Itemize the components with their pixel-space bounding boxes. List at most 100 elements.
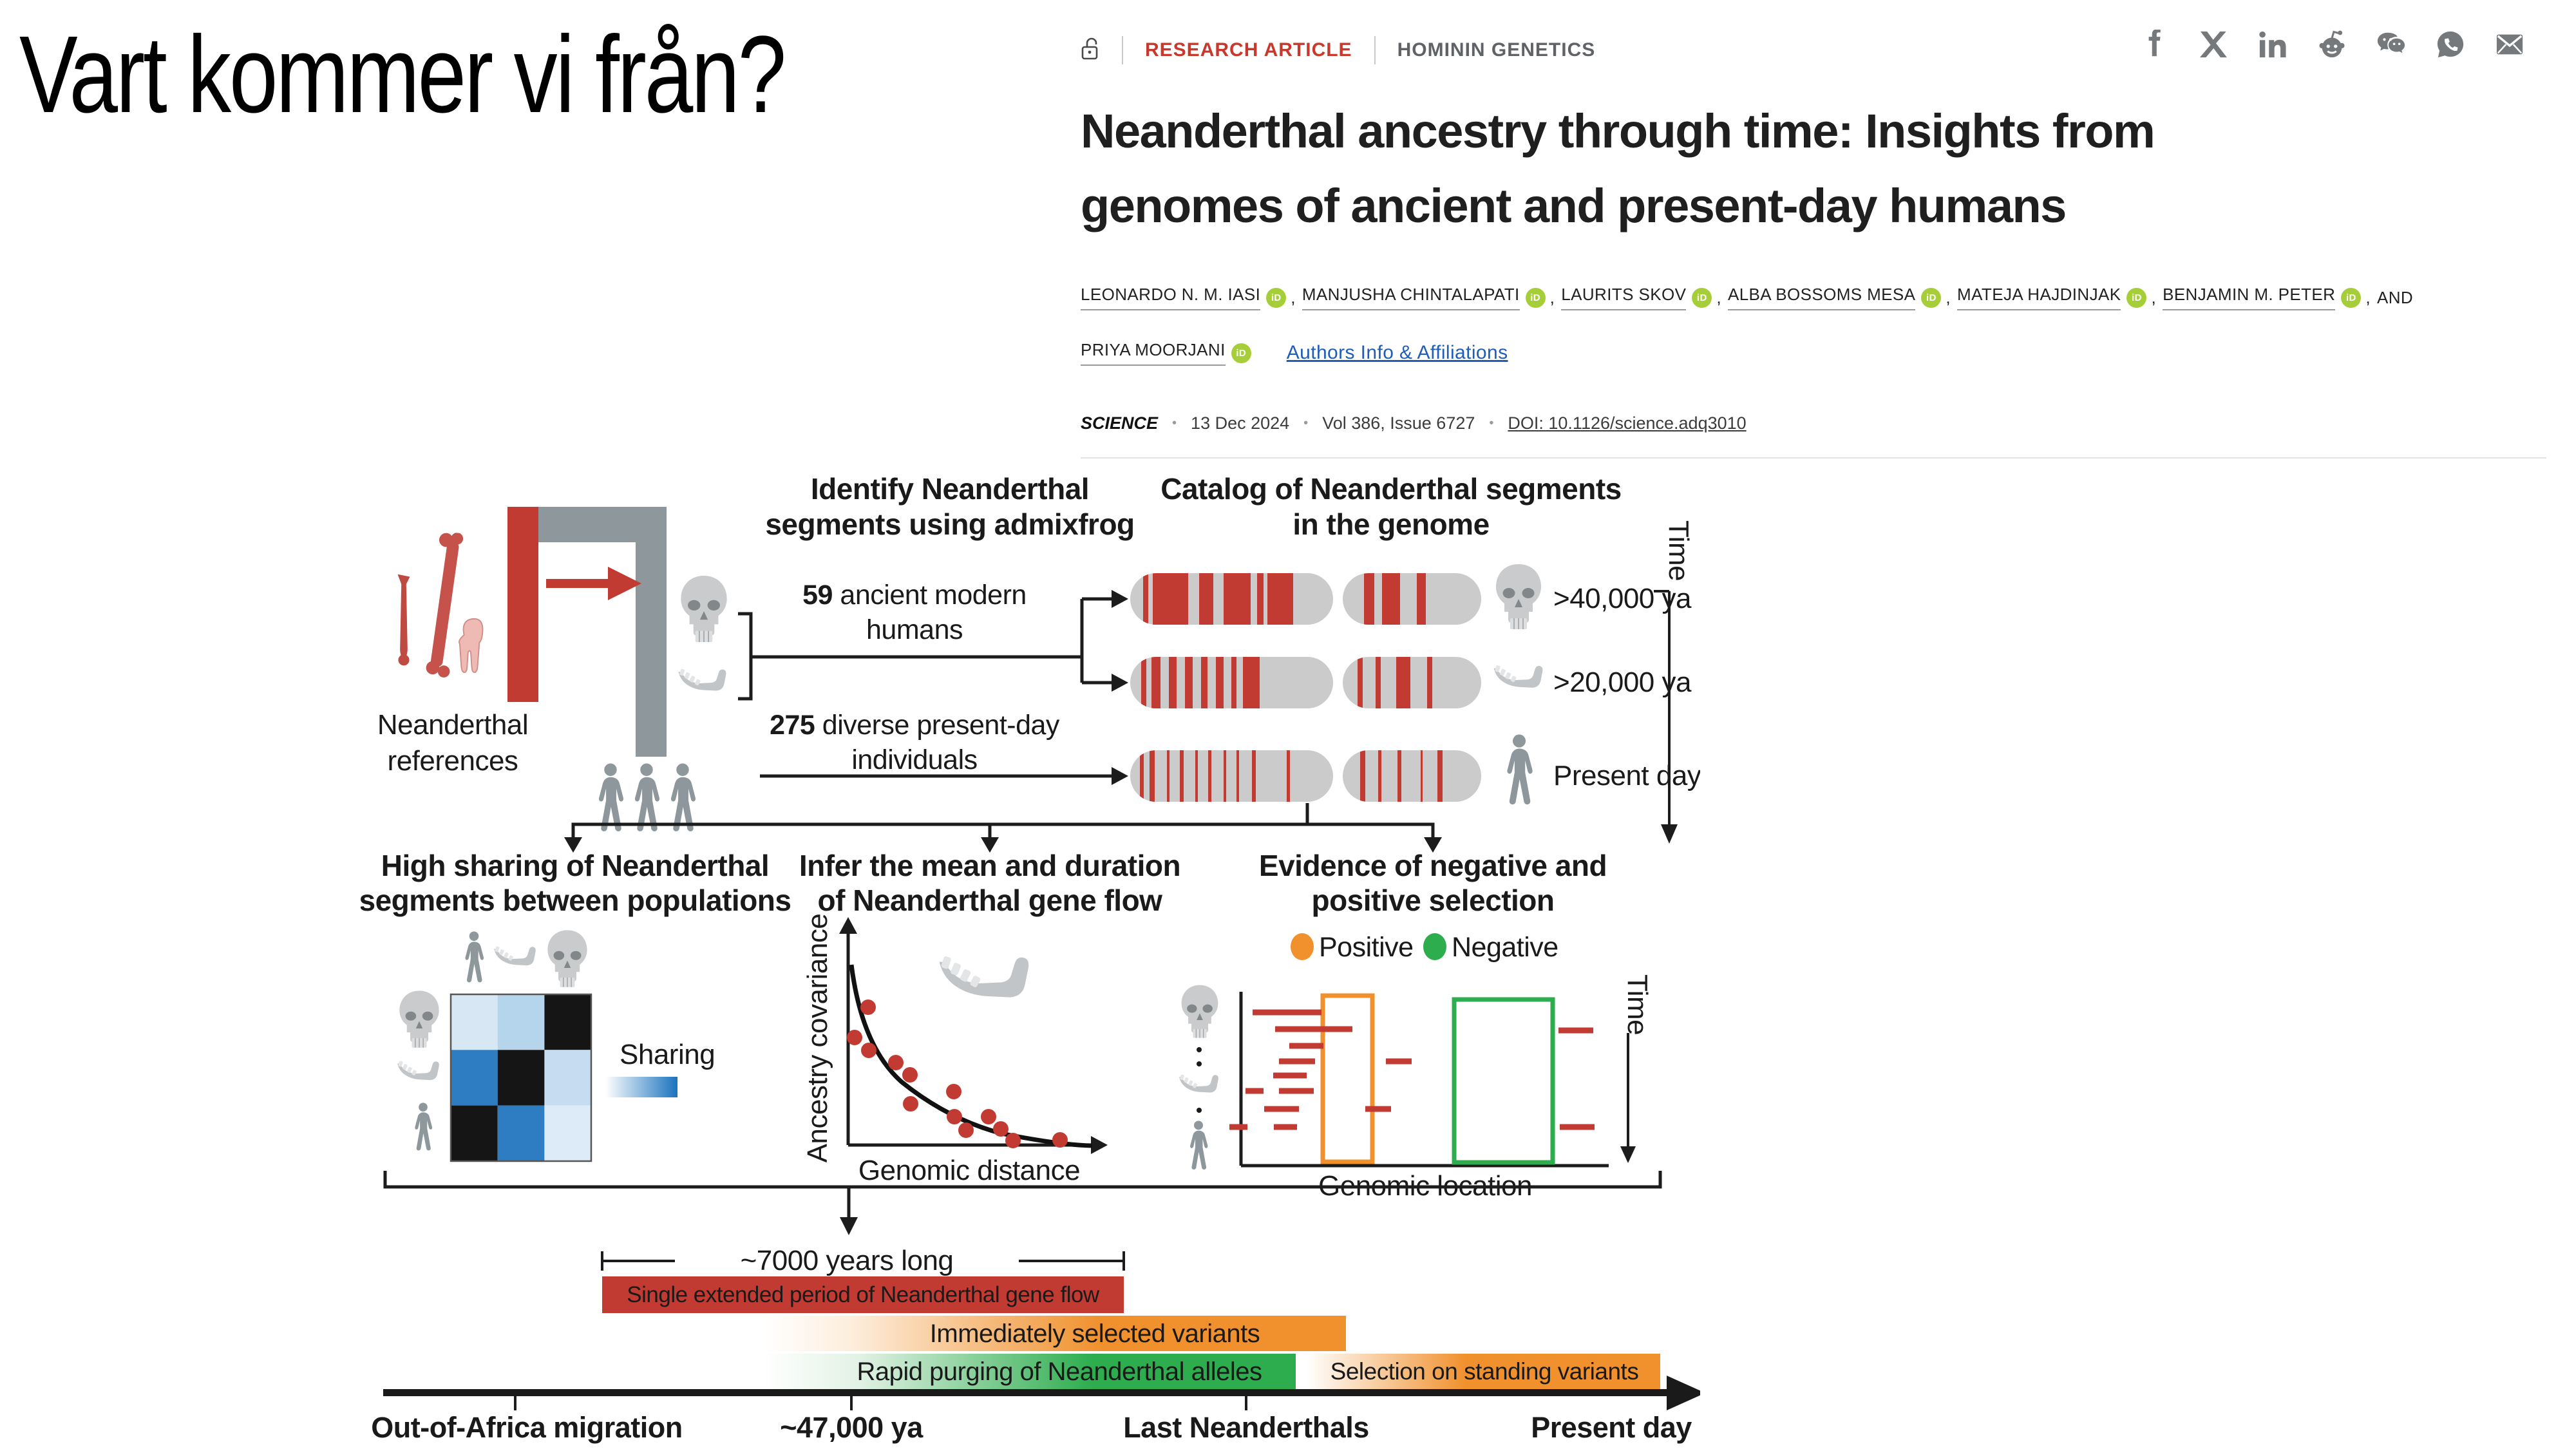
svg-text:segments using admixfrog: segments using admixfrog [765, 507, 1134, 541]
scatter-dot [993, 1121, 1009, 1137]
linkedin-icon[interactable] [2258, 30, 2287, 59]
email-icon[interactable] [2495, 30, 2524, 59]
tick-label: Out-of-Africa migration [371, 1411, 682, 1444]
svg-text:Rapid purging of Neanderthal a: Rapid purging of Neanderthal alleles [857, 1358, 1262, 1386]
divider [1374, 36, 1376, 64]
orcid-icon[interactable]: iD [1525, 287, 1546, 308]
sharing-colorbar [605, 1077, 677, 1097]
author-link[interactable]: LAURITS SKOV [1561, 285, 1687, 310]
reddit-icon[interactable] [2317, 30, 2347, 59]
author-link[interactable]: BENJAMIN M. PETER [2163, 285, 2336, 310]
author-link[interactable]: LEONARDO N. M. IASI [1081, 285, 1261, 310]
duration-label: ~7000 years long [741, 1245, 954, 1276]
scatter-dot [902, 1067, 918, 1083]
negative-selection-box [1452, 997, 1555, 1165]
panel-title: Identify Neanderthal [811, 472, 1089, 506]
article-header: RESEARCH ARTICLE HOMININ GENETICS [1081, 33, 1595, 67]
svg-text:humans: humans [866, 614, 963, 645]
human-icon [598, 763, 624, 831]
heatmap-cell [497, 994, 545, 1050]
article-title-line1: Neanderthal ancestry through time: Insig… [1081, 104, 2155, 158]
scatter-dot [847, 1030, 862, 1045]
journal-name: SCIENCE [1081, 413, 1159, 433]
svg-text:positive selection: positive selection [1311, 884, 1554, 917]
heatmap-cell [451, 1050, 498, 1106]
gene-flow-period-bar [602, 1276, 1124, 1313]
doi-link[interactable]: DOI: 10.1126/science.adq3010 [1508, 413, 1747, 433]
scatter-dot [903, 1096, 918, 1112]
neanderthal-segment-dashes [1229, 1009, 1595, 1130]
femur-bone-icon [424, 531, 465, 678]
positive-legend-label: Positive [1319, 932, 1414, 963]
rapid-purging-bar [763, 1354, 1296, 1389]
subject-hominin-genetics[interactable]: HOMININ GENETICS [1397, 39, 1596, 61]
human-icon [670, 763, 696, 831]
sharing-heatmap [451, 994, 592, 1161]
heatmap-cell [451, 1105, 498, 1161]
heatmap-cell [497, 1050, 545, 1106]
heatmap-cell [544, 994, 592, 1050]
heatmap-cell [544, 1050, 592, 1106]
scatter-dot [958, 1122, 974, 1138]
orcid-icon[interactable]: iD [1266, 287, 1287, 308]
y-axis-label: Ancestry covariance [802, 914, 833, 1163]
skull-icon [547, 929, 588, 988]
horizontal-rule [1081, 457, 2546, 459]
heatmap-cell [451, 994, 498, 1050]
author-link[interactable]: MANJUSHA CHINTALAPATI [1302, 285, 1520, 310]
svg-text:Selection on standing variants: Selection on standing variants [1331, 1358, 1639, 1385]
gene-flow-panel: Infer the mean and duration of Neanderth… [799, 849, 1181, 1186]
jawbone-icon [397, 1061, 439, 1081]
svg-text:Immediately selected variants: Immediately selected variants [930, 1320, 1260, 1348]
chromosome-row [1130, 750, 1481, 802]
open-access-lock-icon [1081, 36, 1100, 65]
article-title-line2: genomes of ancient and present-day human… [1081, 179, 2067, 232]
bracket [738, 612, 753, 701]
facebook-icon[interactable] [2139, 30, 2169, 59]
immediately-selected-bar [763, 1316, 1346, 1351]
journal-meta: SCIENCE • 13 Dec 2024 • Vol 386, Issue 6… [1081, 413, 1747, 433]
ancient-count-label: 59 ancient modern [802, 580, 1027, 611]
scatter-dot [860, 999, 876, 1015]
wechat-icon[interactable] [2376, 30, 2406, 59]
publish-date: 13 Dec 2024 [1191, 413, 1290, 433]
svg-text:individuals: individuals [851, 744, 977, 775]
chromosome-row [1130, 573, 1481, 625]
red-arrowhead [608, 567, 641, 600]
whatsapp-icon[interactable] [2436, 30, 2465, 59]
chromosome-row [1130, 657, 1481, 708]
scatter-dot [1052, 1132, 1068, 1148]
author-link[interactable]: ALBA BOSSOMS MESA [1727, 285, 1916, 310]
tick-label: ~47,000 ya [780, 1411, 923, 1444]
decay-curve [849, 964, 1093, 1148]
authors-info-affiliations-link[interactable]: Authors Info & Affiliations [1286, 342, 1508, 363]
heatmap-cell [544, 1105, 592, 1161]
svg-text:of Neanderthal gene flow: of Neanderthal gene flow [818, 884, 1163, 917]
orcid-icon[interactable]: iD [2126, 287, 2147, 308]
orcid-icon[interactable]: iD [1692, 287, 1712, 308]
human-icon [1190, 1121, 1208, 1170]
jawbone-icon [939, 956, 1029, 998]
skull-icon [680, 575, 728, 643]
author-link[interactable]: MATEJA HAJDINJAK [1957, 285, 2121, 310]
slide-title: Vart kommer vi från? [19, 14, 786, 136]
tick-label: Present day [1531, 1411, 1692, 1444]
orcid-icon[interactable]: iD [1921, 287, 1942, 308]
panel-title: Infer the mean and duration [799, 849, 1180, 882]
x-icon[interactable] [2199, 30, 2228, 59]
gray-branch-vertical [636, 542, 667, 757]
bone-icon [397, 574, 410, 666]
orcid-icon[interactable]: iD [1231, 343, 1251, 363]
figure-neanderthal-ancestry[interactable]: Neanderthal references Identify Neandert… [361, 460, 1700, 1449]
row-label: Present day [1553, 760, 1700, 791]
human-icon [465, 931, 484, 983]
author-link[interactable]: PRIYA MOORJANI [1081, 340, 1226, 366]
negative-legend-swatch [1423, 933, 1446, 960]
branch-connectors [564, 803, 1442, 853]
skull-icon [1495, 564, 1542, 630]
kicker-research-article[interactable]: RESEARCH ARTICLE [1145, 39, 1352, 61]
figure-bracket [383, 1171, 1662, 1189]
positive-legend-swatch [1291, 933, 1314, 960]
orcid-icon[interactable]: iD [2341, 287, 2362, 308]
sharing-panel: High sharing of Neanderthal segments bet… [361, 849, 791, 1162]
